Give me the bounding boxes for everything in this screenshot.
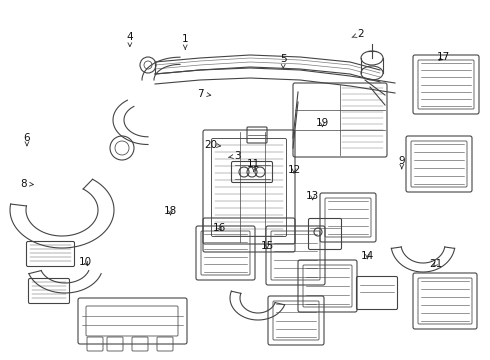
Text: 20: 20 <box>204 140 220 150</box>
Text: 6: 6 <box>24 132 30 146</box>
Text: 7: 7 <box>197 89 211 99</box>
Text: 14: 14 <box>361 251 374 261</box>
Text: 8: 8 <box>20 179 33 189</box>
Text: 12: 12 <box>287 165 301 175</box>
Text: 10: 10 <box>79 257 92 267</box>
Text: 19: 19 <box>316 118 329 128</box>
Text: 9: 9 <box>398 156 405 169</box>
Text: 1: 1 <box>182 33 189 49</box>
Text: 16: 16 <box>213 222 226 233</box>
Text: 21: 21 <box>429 258 443 269</box>
Text: 13: 13 <box>306 191 319 201</box>
Text: 3: 3 <box>229 151 241 161</box>
Text: 17: 17 <box>437 52 450 62</box>
Text: 4: 4 <box>126 32 133 46</box>
Text: 2: 2 <box>352 29 364 39</box>
Text: 11: 11 <box>247 159 261 172</box>
Text: 5: 5 <box>280 54 287 68</box>
Text: 18: 18 <box>164 206 177 216</box>
Text: 15: 15 <box>260 240 274 251</box>
